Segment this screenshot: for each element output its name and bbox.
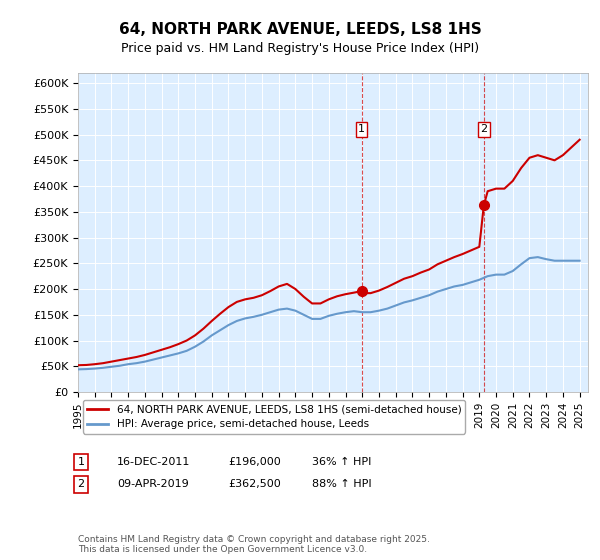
Legend: 64, NORTH PARK AVENUE, LEEDS, LS8 1HS (semi-detached house), HPI: Average price,: 64, NORTH PARK AVENUE, LEEDS, LS8 1HS (s… <box>83 400 466 433</box>
Text: 1: 1 <box>77 457 85 467</box>
Text: £362,500: £362,500 <box>228 479 281 489</box>
Text: 64, NORTH PARK AVENUE, LEEDS, LS8 1HS: 64, NORTH PARK AVENUE, LEEDS, LS8 1HS <box>119 22 481 38</box>
Text: 09-APR-2019: 09-APR-2019 <box>117 479 189 489</box>
Text: Price paid vs. HM Land Registry's House Price Index (HPI): Price paid vs. HM Land Registry's House … <box>121 42 479 55</box>
Text: £196,000: £196,000 <box>228 457 281 467</box>
Text: 1: 1 <box>358 124 365 134</box>
Text: Contains HM Land Registry data © Crown copyright and database right 2025.
This d: Contains HM Land Registry data © Crown c… <box>78 535 430 554</box>
Text: 2: 2 <box>77 479 85 489</box>
Text: 36% ↑ HPI: 36% ↑ HPI <box>312 457 371 467</box>
Text: 16-DEC-2011: 16-DEC-2011 <box>117 457 190 467</box>
Text: 2: 2 <box>480 124 487 134</box>
Text: 88% ↑ HPI: 88% ↑ HPI <box>312 479 371 489</box>
